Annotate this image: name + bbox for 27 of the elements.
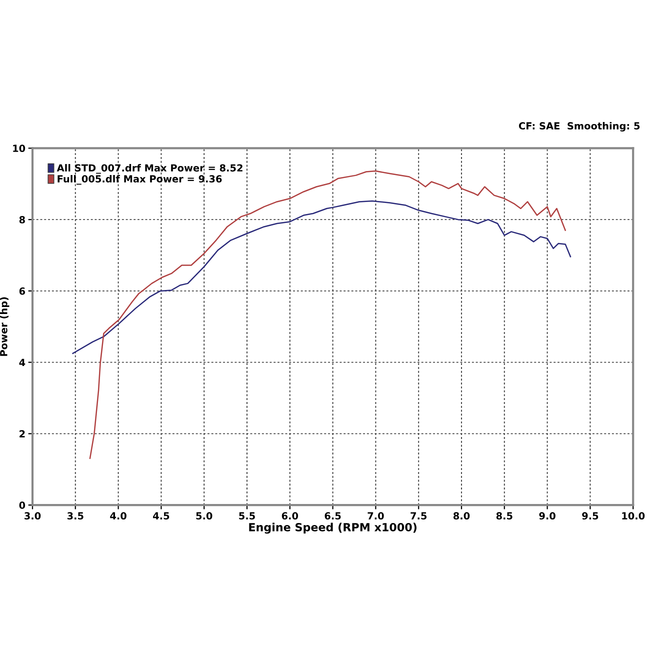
x-axis-title: Engine Speed (RPM x1000) xyxy=(249,522,416,534)
x-tick-label: 5.0 xyxy=(196,512,212,520)
line-series xyxy=(72,200,572,354)
x-tick-label: 8.5 xyxy=(496,512,512,520)
y-axis-title: Power (hp) xyxy=(0,297,10,356)
text: CF: SAE Smoothing: 5 xyxy=(518,122,640,132)
x-tick-label: 7.5 xyxy=(410,512,427,520)
x-tick-label: 4.0 xyxy=(110,512,126,520)
x-tick-label: 5.5 xyxy=(239,512,255,520)
y-tick-label: 0 xyxy=(19,502,26,509)
y-tick-label: 8 xyxy=(19,216,25,224)
x-tick-label: 7.0 xyxy=(368,512,384,520)
x-tick-label: 6.0 xyxy=(282,512,298,520)
y-tick-label: 4 xyxy=(19,358,26,366)
y-tick-label: 6 xyxy=(19,287,26,295)
x-tick-label: 6.5 xyxy=(324,512,341,520)
x-tick-label: 3.0 xyxy=(24,512,41,520)
y-tick-label: 2 xyxy=(20,430,25,438)
x-tick-label: 4.5 xyxy=(153,512,170,520)
x-tick-label: 9.0 xyxy=(539,512,556,520)
x-tick-label: 3.5 xyxy=(67,512,84,520)
x-tick-label: 10.0 xyxy=(622,512,645,520)
x-tick-label: 9.5 xyxy=(582,512,598,520)
legend-label: All STD_007.drf Max Power = 8.52 xyxy=(56,164,242,174)
legend-label: Full_005.dlf Max Power = 9.36 xyxy=(58,174,222,185)
y-tick-label: 10 xyxy=(13,144,26,152)
x-tick-label: 8.0 xyxy=(453,512,470,520)
